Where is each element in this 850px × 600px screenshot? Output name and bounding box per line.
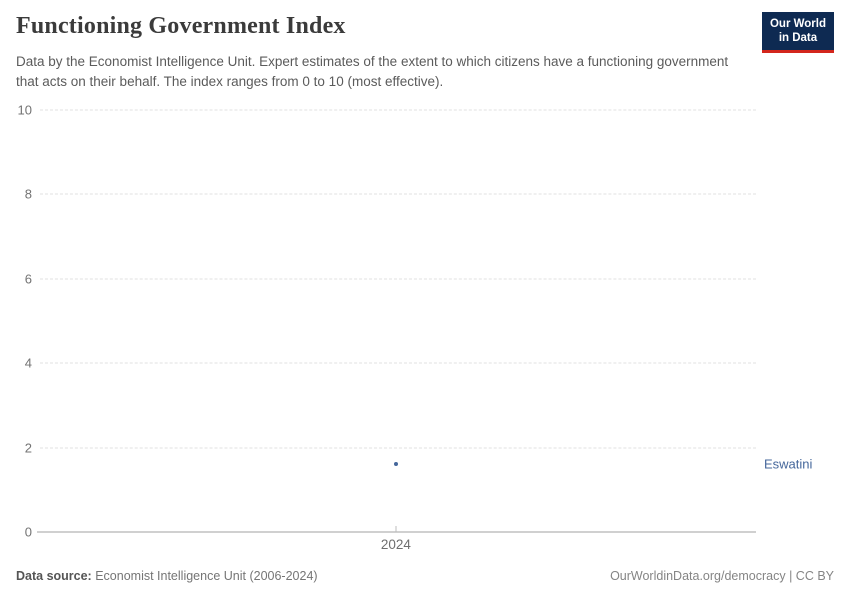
y-tick-label: 10 [17, 102, 32, 118]
plot-area: Eswatini 0 2 4 6 8 10 2024 [18, 103, 813, 553]
gridline [40, 278, 756, 280]
y-tick-label: 0 [24, 524, 32, 540]
data-source-text: Economist Intelligence Unit (2006-2024) [91, 569, 318, 583]
gridline [40, 193, 756, 195]
y-tick-label: 6 [24, 271, 32, 287]
gridline [40, 447, 756, 449]
chart-footer: Data source: Economist Intelligence Unit… [16, 569, 834, 583]
gridline [40, 362, 756, 364]
gridline [40, 109, 756, 111]
y-tick-label: 2 [24, 440, 32, 456]
data-source-label: Data source: [16, 569, 92, 583]
owid-logo-line1: Our World [769, 18, 826, 30]
x-tick-label: 2024 [380, 537, 411, 552]
chart-subtitle: Data by the Economist Intelligence Unit.… [16, 54, 729, 89]
y-tick-label: 4 [24, 355, 32, 371]
y-tick-label: 8 [24, 186, 32, 202]
owid-logo[interactable]: Our World in Data [761, 12, 834, 53]
x-axis-line [37, 531, 756, 533]
x-axis-tick [395, 526, 397, 532]
entity-label[interactable]: Eswatini [764, 456, 813, 472]
owid-logo-line2: in Data [778, 32, 818, 45]
data-source-note: Data source: Economist Intelligence Unit… [16, 569, 318, 583]
chart-title: Functioning Government Index [16, 13, 346, 39]
data-point[interactable] [393, 462, 398, 467]
credit-link[interactable]: OurWorldinData.org/democracy | CC BY [610, 569, 834, 583]
